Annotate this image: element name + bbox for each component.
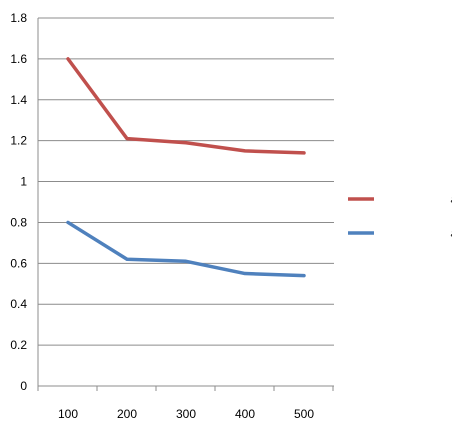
legend-label-1: الصحيفة السجادية: [450, 193, 452, 206]
x-axis-tick-labels: 100 200 300 400 500: [58, 407, 314, 421]
x-tick-label: 200: [117, 407, 137, 421]
y-tick-label: 1: [20, 175, 27, 189]
y-tick-label: 1.2: [10, 134, 27, 148]
x-tick-label: 300: [176, 407, 196, 421]
y-tick-label: 1.6: [10, 52, 27, 66]
y-tick-label: 0.8: [10, 215, 27, 229]
y-axis-tick-labels: 0 0.2 0.4 0.6 0.8 1 1.2 1.4 1.6 1.8: [10, 11, 27, 393]
y-tick-label: 1.4: [10, 93, 27, 107]
series-line-2: [66, 220, 306, 278]
series-line-1: [66, 57, 306, 155]
x-tick-label: 400: [235, 407, 255, 421]
y-tick-label: 0.2: [10, 338, 27, 352]
gridlines: [38, 17, 334, 346]
x-tick-label: 500: [294, 407, 314, 421]
legend: الصحيفة السجادية نهج البلاغة: [348, 193, 452, 240]
axes: [37, 18, 334, 391]
x-tick-label: 100: [58, 407, 78, 421]
y-tick-label: 0.6: [10, 256, 27, 270]
y-tick-label: 0.4: [10, 297, 27, 311]
legend-label-2: نهج البلاغة: [450, 227, 452, 240]
y-tick-label: 0: [20, 379, 27, 393]
series-lines: [66, 57, 306, 278]
y-tick-label: 1.8: [10, 11, 27, 25]
